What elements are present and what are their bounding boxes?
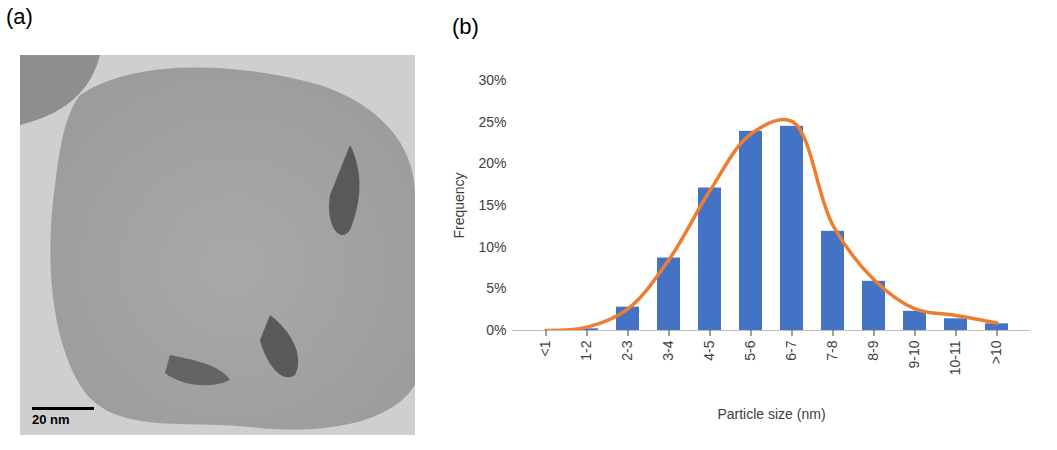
svg-text:5%: 5% — [486, 280, 506, 296]
html-text:20 nm: 20 nm — [32, 412, 70, 427]
svg-text:8-9: 8-9 — [865, 340, 881, 360]
svg-text:2-3: 2-3 — [619, 340, 635, 360]
svg-text:15%: 15% — [478, 197, 506, 213]
svg-text:<1: <1 — [537, 340, 553, 356]
svg-text:4-5: 4-5 — [701, 340, 717, 360]
svg-text:30%: 30% — [478, 72, 506, 88]
svg-text:1-2: 1-2 — [578, 340, 594, 360]
html-text:(b): (b) — [452, 14, 479, 39]
svg-text:20%: 20% — [478, 155, 506, 171]
svg-text:9-10: 9-10 — [906, 340, 922, 368]
svg-text:Particle size (nm): Particle size (nm) — [717, 406, 825, 422]
svg-text:10%: 10% — [478, 239, 506, 255]
svg-text:6-7: 6-7 — [783, 340, 799, 360]
html-text:(a): (a) — [6, 4, 33, 29]
svg-text:Frequency: Frequency — [451, 172, 467, 238]
svg-text:5-6: 5-6 — [742, 340, 758, 360]
svg-text:>10: >10 — [988, 340, 1004, 364]
svg-text:3-4: 3-4 — [660, 340, 676, 360]
svg-text:7-8: 7-8 — [824, 340, 840, 360]
svg-text:0%: 0% — [486, 322, 506, 338]
svg-text:25%: 25% — [478, 114, 506, 130]
svg-text:10-11: 10-11 — [947, 340, 963, 375]
